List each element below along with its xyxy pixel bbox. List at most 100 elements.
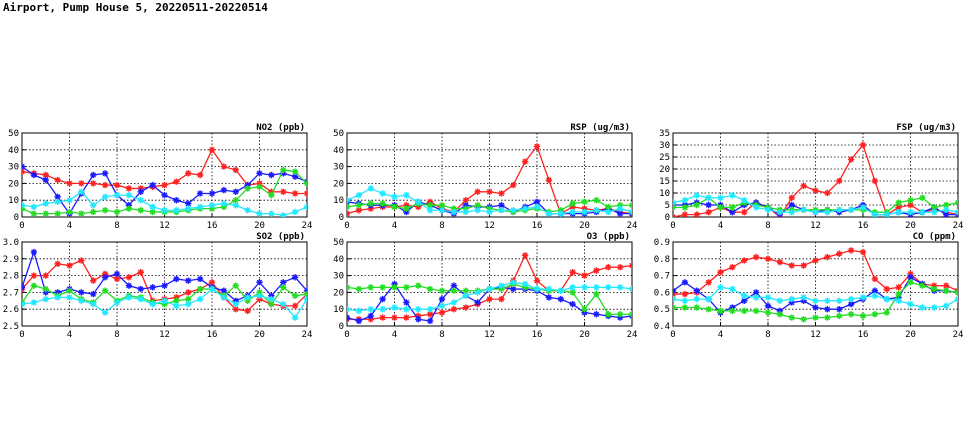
data-point-green (379, 200, 386, 207)
data-point-cyan (764, 294, 772, 301)
data-point-green (379, 284, 386, 291)
data-point-blue (533, 198, 541, 206)
data-point-cyan (22, 300, 26, 308)
data-point-green (101, 207, 109, 214)
data-point-green (847, 311, 855, 318)
data-point-red (232, 306, 239, 313)
data-point-cyan (426, 306, 434, 313)
data-point-cyan (705, 295, 712, 303)
x-tick-label: 16 (858, 221, 869, 231)
data-point-green (954, 199, 958, 206)
data-point-red (533, 277, 541, 284)
y-tick-label: 0 (665, 213, 670, 223)
x-tick-label: 8 (439, 330, 444, 340)
data-point-cyan (824, 297, 831, 304)
y-tick-label: 5 (665, 201, 670, 211)
data-point-cyan (788, 209, 795, 216)
data-point-blue (256, 279, 263, 286)
data-point-green (280, 284, 287, 291)
data-point-red (355, 207, 363, 214)
data-point-green (355, 202, 363, 209)
data-point-red (232, 166, 239, 174)
x-tick-label: 0 (670, 330, 675, 340)
y-tick-label: 0.6 (654, 288, 670, 298)
chart-panel-1: 0 4 8 12 16 20 24 0 10 20 30 40 50 RSP (ug/m3) (333, 123, 637, 231)
data-point-green (919, 194, 926, 201)
series-line-blue (22, 249, 307, 302)
data-point-cyan (616, 205, 624, 212)
data-point-green (268, 191, 275, 199)
data-point-red (173, 178, 180, 185)
y-tick-label: 20 (333, 179, 344, 189)
y-tick-label: 20 (659, 165, 670, 175)
data-point-red (426, 198, 434, 206)
chart-title: O3 (ppb) (587, 232, 630, 242)
y-tick-label: 25 (659, 153, 670, 163)
data-point-blue (355, 317, 363, 325)
data-point-cyan (30, 299, 38, 306)
data-point-blue (379, 295, 386, 303)
data-point-cyan (280, 300, 287, 308)
x-tick-label: 24 (302, 221, 313, 231)
data-point-red (415, 312, 422, 320)
x-tick-label: 20 (579, 221, 590, 231)
data-point-cyan (220, 200, 228, 207)
data-point-cyan (232, 202, 239, 209)
y-tick-label: 0 (339, 213, 344, 223)
data-point-green (450, 205, 458, 212)
data-point-red (800, 182, 807, 189)
data-point-cyan (545, 285, 553, 293)
data-point-cyan (883, 211, 890, 217)
data-point-blue (450, 282, 458, 289)
x-tick-label: 24 (627, 330, 638, 340)
data-point-cyan (161, 297, 168, 304)
x-tick-label: 0 (344, 221, 349, 231)
data-point-green (605, 311, 612, 318)
data-point-blue (847, 300, 855, 308)
data-point-blue (438, 295, 446, 303)
data-point-cyan (54, 198, 61, 206)
data-point-cyan (752, 294, 760, 301)
data-point-green (693, 201, 700, 209)
data-point-red (800, 262, 807, 269)
data-point-cyan (474, 289, 481, 296)
y-tick-label: 0 (339, 322, 344, 332)
data-point-green (628, 202, 632, 209)
data-point-blue (101, 170, 109, 177)
data-point-green (931, 285, 938, 293)
data-point-green (232, 282, 239, 289)
data-point-cyan (54, 294, 61, 301)
data-point-green (391, 284, 398, 291)
data-point-cyan (438, 302, 446, 310)
y-tick-label: 10 (8, 196, 19, 206)
data-point-blue (161, 282, 168, 289)
data-point-cyan (379, 190, 386, 197)
data-point-cyan (569, 284, 576, 291)
data-point-red (391, 314, 398, 321)
data-point-red (705, 209, 712, 216)
y-tick-label: 2.6 (3, 305, 19, 315)
data-point-red (438, 309, 446, 316)
data-point-red (173, 294, 180, 301)
x-tick-label: 4 (392, 330, 397, 340)
series-group (673, 247, 958, 323)
data-point-red (764, 255, 772, 262)
data-point-red (693, 211, 700, 217)
series-group (673, 141, 958, 217)
data-point-cyan (232, 300, 239, 308)
data-point-blue (764, 302, 772, 310)
data-point-cyan (347, 306, 351, 313)
y-tick-label: 10 (333, 196, 344, 206)
data-point-blue (268, 171, 275, 179)
data-point-red (681, 290, 689, 298)
data-point-red (54, 260, 61, 268)
data-point-cyan (859, 204, 867, 211)
data-point-red (545, 176, 553, 184)
data-point-red (42, 171, 49, 179)
data-point-cyan (847, 295, 855, 303)
data-point-red (705, 279, 712, 286)
data-point-red (403, 202, 410, 209)
chart-panel-3: 0 4 8 12 16 20 24 2.5 2.6 2.7 2.8 2.9 3.0 SO2 (ppb) (3, 232, 313, 340)
data-point-red (581, 272, 588, 279)
